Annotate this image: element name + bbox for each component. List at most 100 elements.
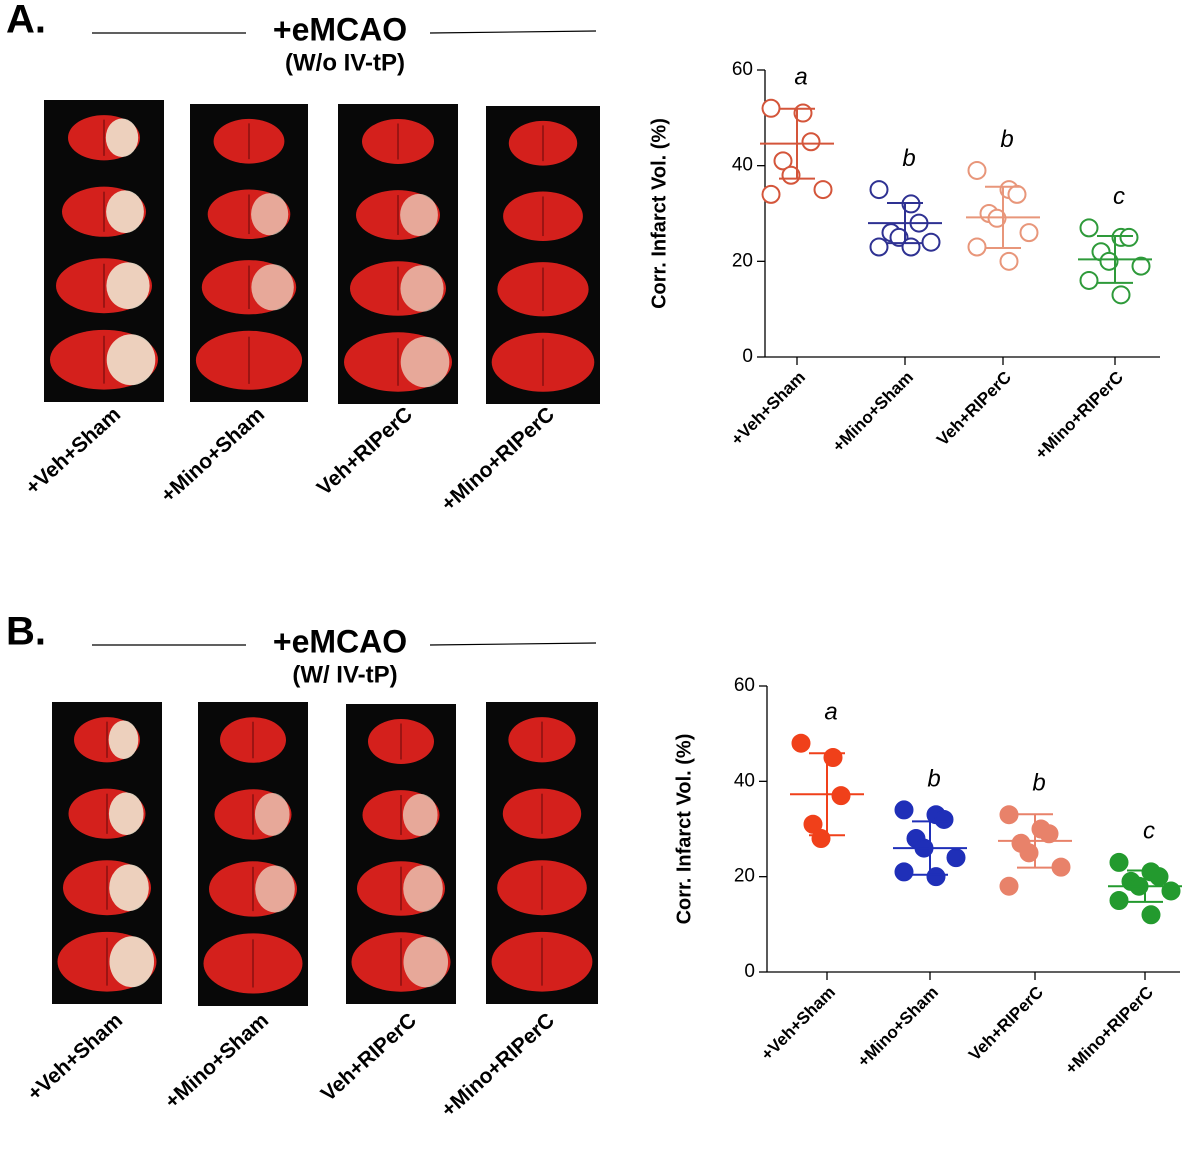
brain-image <box>44 100 164 402</box>
data-point <box>1141 905 1161 925</box>
significance-letter: b <box>1000 126 1013 153</box>
data-point <box>761 98 781 118</box>
data-point <box>803 814 823 834</box>
data-point <box>1019 843 1039 863</box>
infarct <box>251 193 289 236</box>
image-label: +Mino+RIPerC <box>437 403 559 516</box>
x-tick-label: Veh+RIPerC <box>933 368 1015 450</box>
image-label: +Veh+Sham <box>23 1009 127 1106</box>
y-axis-label: Corr. Infarct Vol. (%) <box>648 118 670 309</box>
x-tick-label: +Veh+Sham <box>727 368 809 450</box>
data-point <box>1119 227 1139 247</box>
data-point <box>869 180 889 200</box>
data-point <box>1099 251 1119 271</box>
y-tick-label: 60 <box>732 59 753 80</box>
infarct <box>109 936 155 988</box>
x-tick-label: +Mino+RIPerC <box>1061 983 1157 1079</box>
y-tick-label: 20 <box>734 866 755 887</box>
significance-letter: a <box>794 64 807 91</box>
infarct <box>403 865 443 912</box>
infarct <box>251 264 294 311</box>
image-label: +Mino+Sham <box>157 403 270 508</box>
infarct <box>402 793 438 837</box>
data-point <box>801 132 821 152</box>
subheading: (W/ IV-tP) <box>292 661 397 688</box>
significance-letter: b <box>1032 770 1045 797</box>
y-tick-label: 60 <box>734 675 755 696</box>
x-tick-label: +Mino+Sham <box>854 983 942 1071</box>
data-point <box>1019 223 1039 243</box>
infarct <box>106 190 144 234</box>
y-tick-label: 40 <box>734 770 755 791</box>
significance-letter: b <box>902 145 915 172</box>
data-point <box>773 151 793 171</box>
image-label: Veh+RIPerC <box>313 403 417 500</box>
infarct <box>254 793 290 836</box>
y-axis-label: Corr. Infarct Vol. (%) <box>673 734 695 925</box>
y-tick-label: 0 <box>744 961 755 982</box>
significance-letter: b <box>927 765 940 792</box>
brain-image <box>338 104 458 404</box>
infarct <box>255 865 295 913</box>
heading: +eMCAO <box>273 11 407 47</box>
heading-rule <box>429 642 597 646</box>
x-tick-label: +Veh+Sham <box>757 983 839 1065</box>
data-point <box>1007 184 1027 204</box>
image-label: +Mino+RIPerC <box>437 1009 559 1122</box>
data-point <box>999 876 1019 896</box>
data-point <box>967 237 987 257</box>
brain-image <box>52 702 162 1004</box>
heading-rule <box>429 30 597 34</box>
infarct <box>109 864 149 912</box>
data-point <box>946 848 966 868</box>
data-point <box>1079 218 1099 238</box>
data-point <box>894 800 914 820</box>
panel-label: B. <box>6 610 46 654</box>
data-point <box>1051 857 1071 877</box>
data-point <box>869 237 889 257</box>
brain-image <box>346 704 456 1004</box>
y-tick-label: 0 <box>742 346 753 367</box>
data-point <box>967 160 987 180</box>
data-point <box>831 786 851 806</box>
data-point <box>1111 285 1131 305</box>
infarct <box>400 336 450 388</box>
data-point <box>1161 881 1181 901</box>
infarct <box>108 720 139 760</box>
x-tick-label: Veh+RIPerC <box>965 983 1047 1065</box>
brain-image <box>486 702 598 1004</box>
data-point <box>1039 824 1059 844</box>
infarct <box>106 262 150 310</box>
infarct <box>108 792 144 836</box>
data-point <box>934 809 954 829</box>
infarct <box>400 265 444 312</box>
infarct <box>400 193 438 237</box>
data-point <box>1109 891 1129 910</box>
data-point <box>1131 256 1151 276</box>
brain-image <box>198 702 308 1006</box>
brain-image <box>190 104 308 402</box>
brain-image <box>486 106 600 404</box>
data-point <box>894 862 914 882</box>
image-label: +Mino+Sham <box>161 1009 274 1114</box>
data-point <box>999 251 1019 271</box>
infarct <box>105 118 139 158</box>
data-point <box>813 180 833 200</box>
image-label: +Veh+Sham <box>21 403 125 500</box>
data-point <box>999 805 1019 825</box>
data-point <box>926 867 946 887</box>
y-tick-label: 40 <box>732 155 753 176</box>
significance-letter: a <box>824 699 837 726</box>
x-tick-label: +Mino+Sham <box>829 368 917 456</box>
y-tick-label: 20 <box>732 250 753 271</box>
heading: +eMCAO <box>273 623 407 659</box>
data-point <box>761 184 781 204</box>
x-tick-label: +Mino+RIPerC <box>1031 368 1127 464</box>
panel-label: A. <box>6 0 46 42</box>
significance-letter: c <box>1143 818 1155 845</box>
data-point <box>791 733 811 753</box>
data-point <box>1109 852 1129 872</box>
significance-letter: c <box>1113 183 1125 210</box>
data-point <box>921 232 941 252</box>
